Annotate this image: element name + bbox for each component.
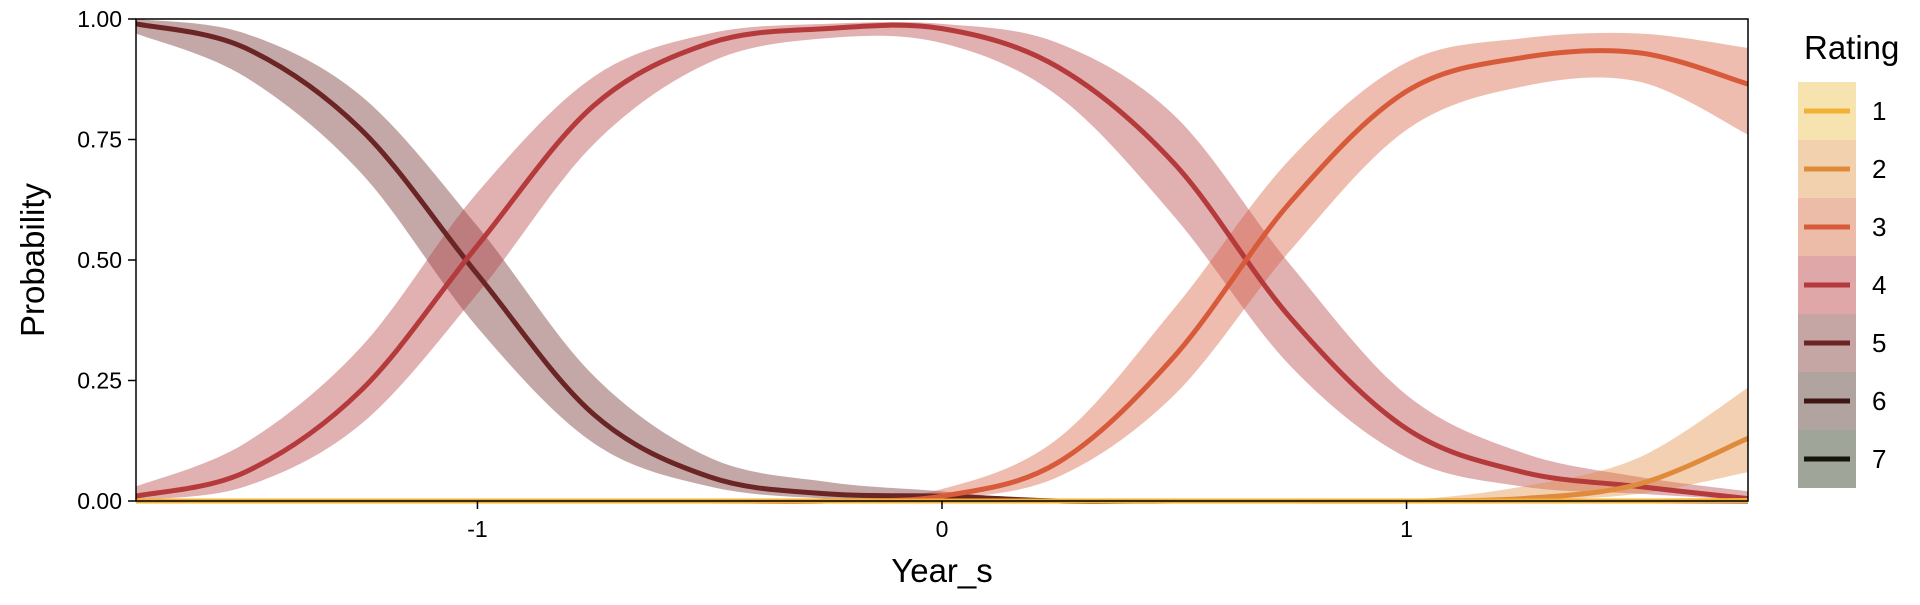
y-tick-label: 0.25 bbox=[77, 368, 122, 394]
line-rating-4 bbox=[135, 22, 1749, 502]
band-rating-4 bbox=[136, 21, 1748, 501]
legend: Rating 1 2 3 4 5 6 7 bbox=[1798, 29, 1899, 488]
line-rating-5 bbox=[135, 21, 1748, 504]
legend-label-5: 5 bbox=[1872, 328, 1886, 358]
y-tick-label: 0.50 bbox=[77, 247, 122, 273]
lines-layer bbox=[135, 21, 1749, 504]
x-tick-label: 0 bbox=[936, 516, 949, 542]
legend-title: Rating bbox=[1804, 29, 1899, 66]
plot-frame bbox=[135, 18, 1749, 502]
band-rating-3 bbox=[136, 32, 1748, 502]
legend-label-6: 6 bbox=[1872, 386, 1886, 416]
x-axis-title: Year_s bbox=[891, 552, 993, 589]
legend-label-1: 1 bbox=[1872, 96, 1886, 126]
legend-label-3: 3 bbox=[1872, 212, 1886, 242]
y-tick-label: 1.00 bbox=[77, 6, 122, 32]
y-axis-title: Probability bbox=[14, 182, 51, 337]
x-tick-label: 1 bbox=[1400, 516, 1413, 542]
legend-label-7: 7 bbox=[1872, 444, 1886, 474]
legend-label-4: 4 bbox=[1872, 270, 1886, 300]
axes-layer: 0.00 0.25 0.50 0.75 1.00 -1 0 1 bbox=[77, 6, 1413, 542]
x-tick-label: -1 bbox=[467, 516, 487, 542]
legend-label-2: 2 bbox=[1872, 154, 1886, 184]
band-rating-5 bbox=[136, 19, 1748, 502]
band-rating-2 bbox=[136, 387, 1748, 502]
y-tick-label: 0.75 bbox=[77, 127, 122, 153]
y-tick-label: 0.00 bbox=[77, 488, 122, 514]
bands-layer bbox=[136, 19, 1748, 502]
